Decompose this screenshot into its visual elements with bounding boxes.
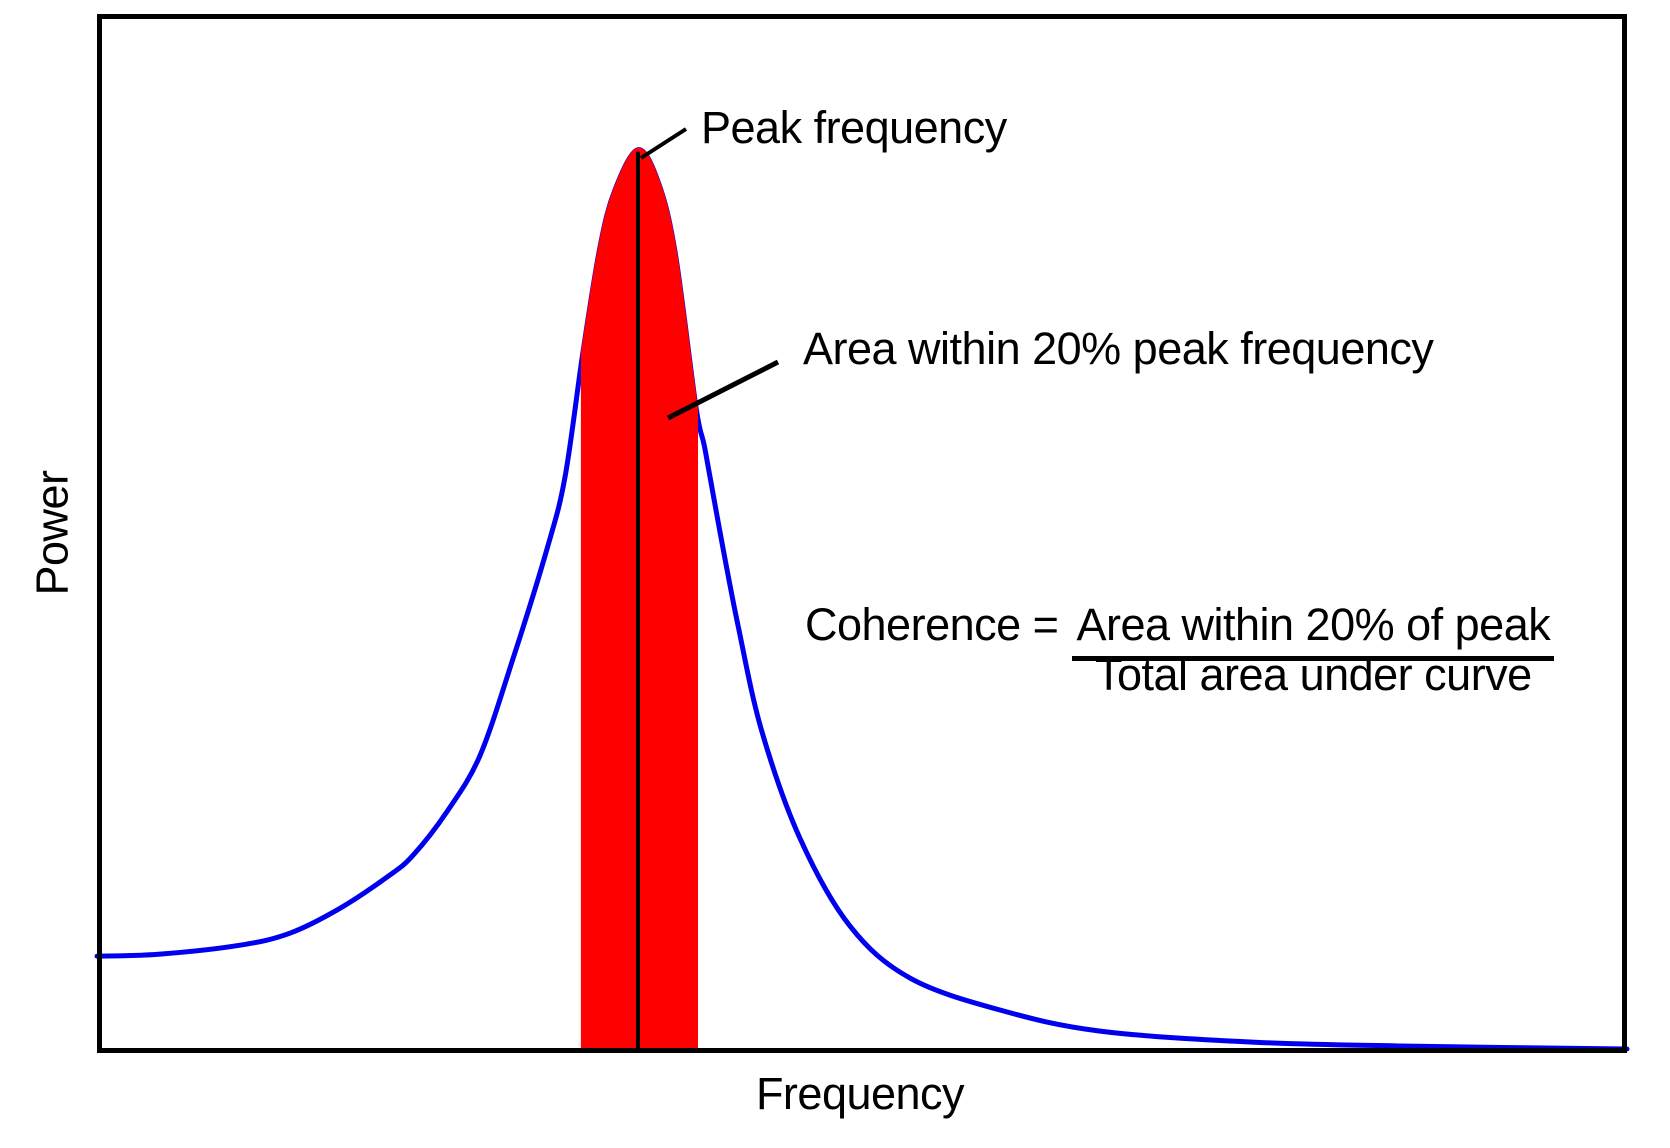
shaded-area-label: Area within 20% peak frequency <box>803 323 1434 374</box>
formula-denominator: Total area under curve <box>1094 648 1532 700</box>
formula-lhs: Coherence = <box>805 599 1059 650</box>
peak-frequency-label: Peak frequency <box>701 102 1007 153</box>
plot-frame <box>97 14 1627 1053</box>
x-axis-label: Frequency <box>755 1068 965 1119</box>
formula-fraction: Area within 20% of peak Total area under… <box>1072 599 1555 700</box>
coherence-formula: Coherence = Area within 20% of peak Tota… <box>805 599 1555 700</box>
peak-callout-line <box>639 127 688 160</box>
formula-numerator: Area within 20% of peak <box>1072 599 1555 661</box>
area-callout-line <box>666 359 780 421</box>
y-axis-label: Power <box>26 470 78 596</box>
